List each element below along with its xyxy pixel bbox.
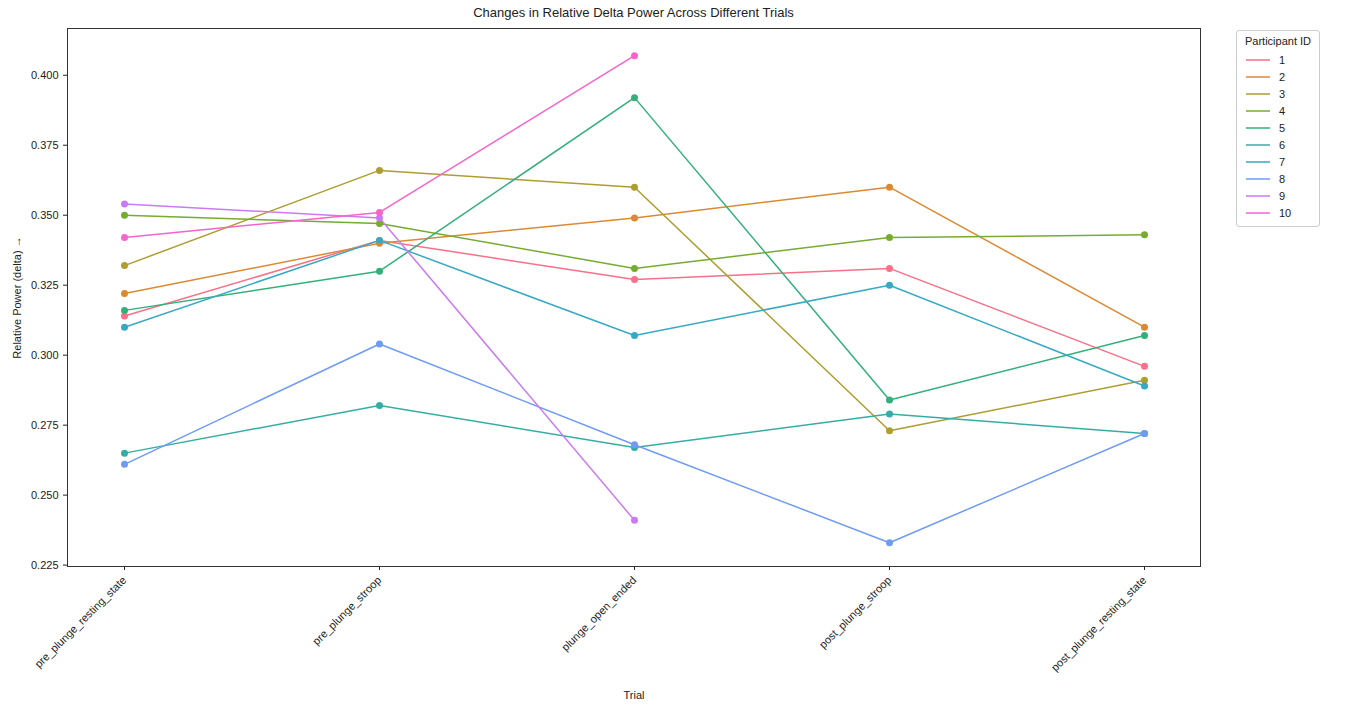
- svg-text:0.325: 0.325: [31, 279, 59, 291]
- html-text:Participant ID: Participant ID: [1245, 35, 1311, 47]
- html-text:4: 4: [1279, 104, 1286, 117]
- svg-text:0.400: 0.400: [31, 69, 59, 81]
- html-text:7: 7: [1279, 155, 1286, 168]
- html-text:5: 5: [1279, 121, 1286, 134]
- svg-text:0.250: 0.250: [31, 489, 59, 501]
- html-text:9: 9: [1279, 189, 1286, 202]
- html-text:Changes in Relative Delta Powe: Changes in Relative Delta Power Across D…: [473, 5, 794, 20]
- html-text:3: 3: [1279, 87, 1286, 100]
- svg-text:Trial: Trial: [624, 689, 645, 701]
- svg-text:Relative Power (delta) →: Relative Power (delta) →: [11, 236, 23, 358]
- html-text:10: 10: [1279, 206, 1292, 219]
- svg-text:pre_plunge_resting_state: pre_plunge_resting_state: [32, 574, 128, 670]
- svg-text:0.275: 0.275: [31, 419, 59, 431]
- html-text:8: 8: [1279, 172, 1286, 185]
- svg-text:0.375: 0.375: [31, 139, 59, 151]
- html-text:1: 1: [1279, 53, 1286, 66]
- svg-text:post_plunge_stroop: post_plunge_stroop: [817, 574, 894, 651]
- svg-text:0.225: 0.225: [31, 559, 59, 571]
- svg-text:pre_plunge_stroop: pre_plunge_stroop: [310, 574, 383, 647]
- svg-text:post_plunge_resting_state: post_plunge_resting_state: [1049, 574, 1149, 674]
- svg-text:plunge_open_ended: plunge_open_ended: [559, 574, 638, 653]
- svg-text:0.300: 0.300: [31, 349, 59, 361]
- html-text:2: 2: [1279, 70, 1286, 83]
- svg-text:0.350: 0.350: [31, 209, 59, 221]
- html-text:6: 6: [1279, 138, 1286, 151]
